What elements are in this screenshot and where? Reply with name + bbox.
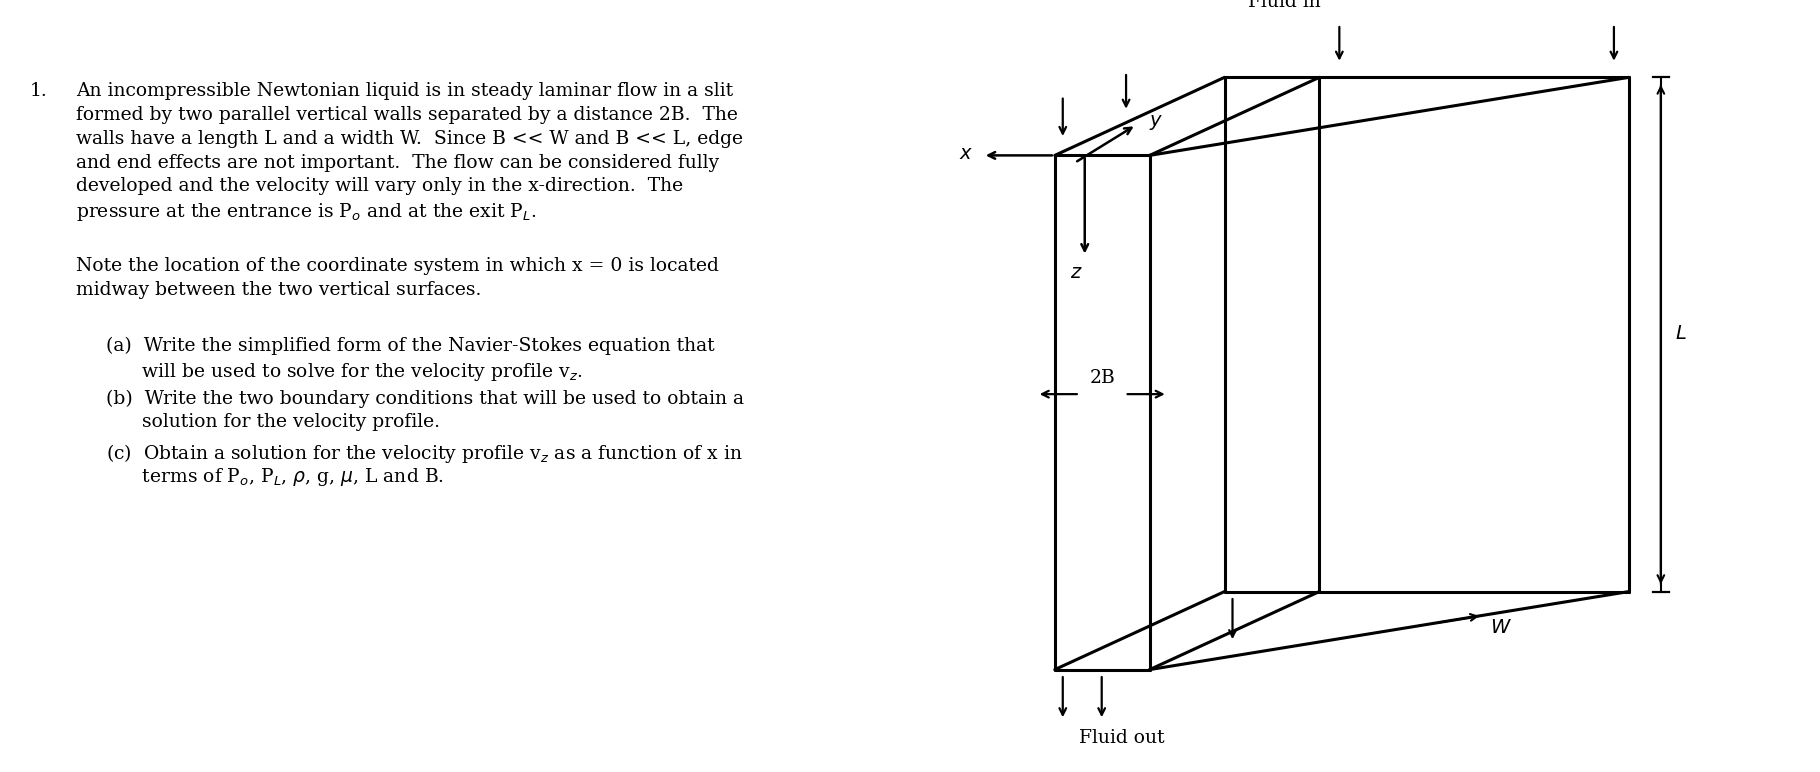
Text: An incompressible Newtonian liquid is in steady laminar flow in a slit: An incompressible Newtonian liquid is in… xyxy=(76,82,733,100)
Text: 2B: 2B xyxy=(1090,369,1116,387)
Text: 1.: 1. xyxy=(29,82,47,100)
Text: $y$: $y$ xyxy=(1148,113,1163,131)
Text: terms of P$_o$, P$_L$, $\rho$, g, $\mu$, L and B.: terms of P$_o$, P$_L$, $\rho$, g, $\mu$,… xyxy=(106,466,444,488)
Text: Fluid out: Fluid out xyxy=(1079,730,1165,747)
Text: $W$: $W$ xyxy=(1491,618,1512,637)
Text: developed and the velocity will vary only in the x-direction.  The: developed and the velocity will vary onl… xyxy=(76,178,682,195)
Text: will be used to solve for the velocity profile v$_z$.: will be used to solve for the velocity p… xyxy=(106,361,582,383)
Text: midway between the two vertical surfaces.: midway between the two vertical surfaces… xyxy=(76,281,482,300)
Text: walls have a length L and a width W.  Since B << W and B << L, edge: walls have a length L and a width W. Sin… xyxy=(76,130,743,147)
Text: (c)  Obtain a solution for the velocity profile v$_z$ as a function of x in: (c) Obtain a solution for the velocity p… xyxy=(106,442,743,465)
Text: formed by two parallel vertical walls separated by a distance 2B.  The: formed by two parallel vertical walls se… xyxy=(76,106,739,124)
Text: solution for the velocity profile.: solution for the velocity profile. xyxy=(106,414,440,432)
Text: $L$: $L$ xyxy=(1674,326,1687,344)
Text: (b)  Write the two boundary conditions that will be used to obtain a: (b) Write the two boundary conditions th… xyxy=(106,390,744,408)
Text: pressure at the entrance is P$_o$ and at the exit P$_L$.: pressure at the entrance is P$_o$ and at… xyxy=(76,201,537,223)
Text: and end effects are not important.  The flow can be considered fully: and end effects are not important. The f… xyxy=(76,154,719,171)
Text: $z$: $z$ xyxy=(1070,264,1083,282)
Text: $x$: $x$ xyxy=(959,144,974,163)
Text: Fluid in: Fluid in xyxy=(1249,0,1321,12)
Text: (a)  Write the simplified form of the Navier-Stokes equation that: (a) Write the simplified form of the Nav… xyxy=(106,337,715,355)
Text: Note the location of the coordinate system in which x = 0 is located: Note the location of the coordinate syst… xyxy=(76,257,719,276)
